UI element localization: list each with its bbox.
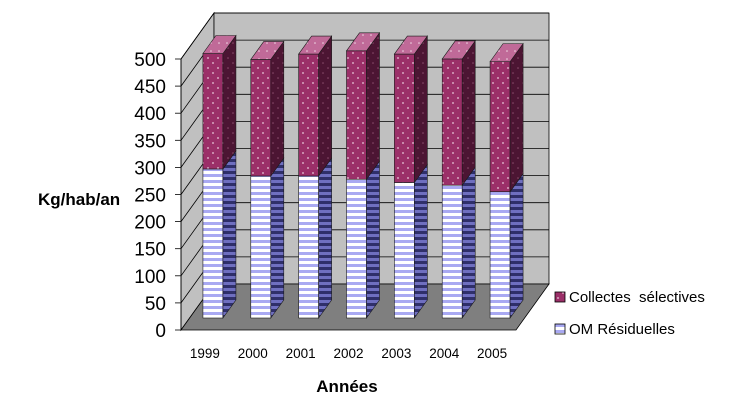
bar-side-face [318, 157, 332, 319]
bars-layer [202, 31, 524, 319]
bar-top-face [250, 41, 285, 60]
bar-segment [250, 157, 285, 319]
x-tick-label: 1999 [190, 346, 220, 361]
legend-label: Collectes sélectives [569, 289, 705, 306]
x-tick-label: 2002 [333, 346, 363, 361]
bar-front-face [346, 50, 367, 180]
bar-front-face [298, 175, 319, 319]
bar-top-face [345, 32, 381, 52]
bar-top-face [298, 35, 333, 55]
legend: Collectes sélectives OM Résiduelles [554, 289, 705, 338]
bar-segment [441, 39, 476, 187]
bar-side-face [270, 40, 285, 177]
bar-side-face [366, 31, 380, 181]
bar-side-face [222, 150, 237, 319]
bar-segment [298, 35, 333, 177]
bar-top-face [393, 35, 428, 55]
bar-side-face [461, 166, 476, 319]
bar-side-face [509, 42, 524, 193]
bar-segment [202, 150, 237, 319]
y-tick-label: 400 [134, 104, 166, 125]
bar-segment [298, 157, 332, 319]
bar-front-face [346, 178, 367, 319]
bar-side-face [270, 157, 285, 319]
bar-top-face [202, 35, 237, 54]
x-tick-label: 2005 [477, 346, 507, 361]
y-tick-label: 300 [134, 158, 166, 179]
bar-front-face [489, 61, 511, 193]
y-tick-label: 100 [134, 267, 166, 288]
y-axis-title: Kg/hab/an [38, 190, 120, 209]
bar-front-face [489, 191, 511, 319]
bar-side-face [461, 39, 476, 187]
bar-segment [202, 34, 237, 170]
legend-label: OM Résiduelles [569, 321, 675, 338]
bar-side-face [366, 160, 380, 319]
x-tick-labels: 1999 2000 2001 2002 2003 2004 2005 [190, 346, 507, 361]
bar-segment [345, 31, 381, 181]
bar-segment [489, 42, 524, 193]
bar-segment [250, 40, 285, 177]
bar-front-face [250, 175, 272, 319]
bar-segment [394, 163, 428, 319]
bar-front-face [298, 53, 319, 177]
bar-front-face [441, 58, 463, 186]
legend-swatch [554, 323, 566, 335]
y-tick-label: 500 [134, 50, 166, 71]
y-tick-label: 50 [145, 294, 166, 315]
bar-side-face [414, 35, 428, 184]
bar-front-face [394, 53, 415, 183]
x-axis-title: Années [316, 377, 377, 396]
bar-side-face [222, 34, 237, 170]
bar-segment [346, 160, 380, 319]
bar-segment [441, 166, 476, 319]
gridline [180, 12, 549, 60]
bar-top-face [441, 40, 476, 60]
bar-side-face [414, 163, 428, 319]
y-tick-label: 450 [134, 77, 166, 98]
bar-side-face [509, 172, 524, 319]
bar-segment [393, 35, 428, 184]
bar-front-face [441, 184, 463, 319]
y-tick-label: 150 [134, 240, 166, 261]
bar-front-face [202, 53, 224, 170]
x-tick-label: 2003 [381, 346, 411, 361]
bar-front-face [202, 168, 224, 319]
bar-front-face [250, 59, 272, 177]
x-tick-label: 2000 [238, 346, 268, 361]
y-tick-label: 250 [134, 186, 166, 207]
x-tick-label: 2001 [286, 346, 316, 361]
bar-segment [489, 172, 524, 319]
x-tick-label: 2004 [429, 346, 460, 361]
legend-swatch [554, 291, 566, 303]
bar-top-face [489, 43, 524, 62]
y-tick-label: 200 [134, 213, 166, 234]
y-tick-label: 0 [155, 321, 166, 342]
y-tick-label: 350 [134, 131, 166, 152]
y-tick-labels: 0 50 100 150 200 250 300 350 400 450 500 [134, 50, 166, 342]
bar-front-face [394, 182, 415, 319]
bar-side-face [318, 35, 332, 177]
